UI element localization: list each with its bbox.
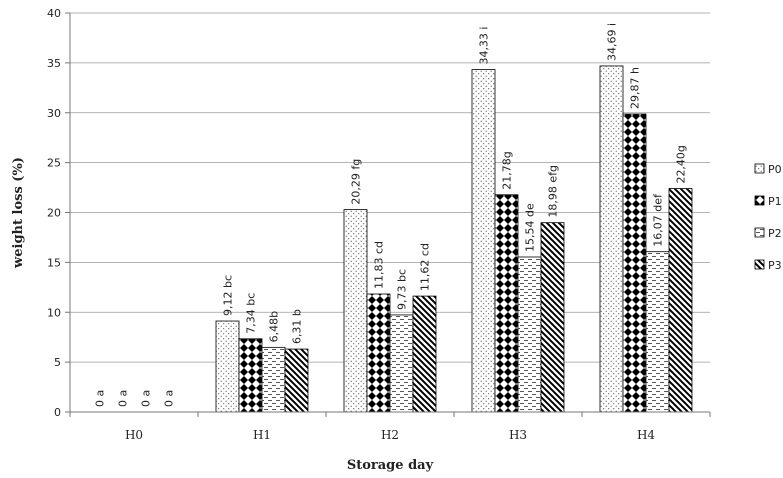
data-label: 6,48b <box>268 311 281 342</box>
bar-p3-h3 <box>540 222 565 413</box>
data-label: 6,31 b <box>291 309 304 344</box>
legend-swatch-p1 <box>754 195 765 206</box>
bar-p2-h2 <box>389 314 414 413</box>
x-tick-label: H0 <box>125 428 143 442</box>
bar-p3-h1 <box>284 348 309 413</box>
bar-p0-h2 <box>343 209 368 413</box>
y-tick-label: 0 <box>54 406 61 419</box>
legend-label: P2 <box>768 227 782 240</box>
data-label: 0 a <box>117 390 130 407</box>
y-tick-label: 20 <box>47 207 61 220</box>
data-label: 29,87 h <box>629 67 642 109</box>
legend-label: P3 <box>768 259 782 272</box>
y-tick-label: 10 <box>47 306 61 319</box>
legend-swatch-p2 <box>754 227 765 238</box>
y-tick-label: 15 <box>47 256 61 269</box>
x-tick-label: H3 <box>509 428 527 442</box>
data-label: 18,98 efg <box>547 165 560 218</box>
tick-labels: 0 5 10 15 20 25 30 35 40 H0 H1 H2 H3 H4 <box>47 7 711 442</box>
bar-p3-h4 <box>668 188 693 413</box>
bar-p1-h3 <box>494 194 519 413</box>
data-label: 0 a <box>94 390 107 407</box>
bar-p0-h4 <box>599 65 624 413</box>
y-axis-title: weight loss (%) <box>11 157 26 269</box>
data-label: 0 a <box>163 390 176 407</box>
data-label: 34,33 i <box>478 27 491 65</box>
x-axis-title: Storage day <box>347 458 434 473</box>
data-label: 11,83 cd <box>373 241 386 289</box>
legend-swatch-p0 <box>754 163 765 174</box>
bar-p2-h3 <box>517 256 542 413</box>
data-label: 34,69 i <box>606 23 619 61</box>
data-label: 20,29 fg <box>350 159 363 205</box>
bar-p1-h1 <box>238 338 263 413</box>
legend: P0 P1 P2 P3 <box>754 163 782 272</box>
y-tick-label: 35 <box>47 57 61 70</box>
data-label: 11,62 cd <box>419 243 432 291</box>
legend-label: P0 <box>768 163 782 176</box>
bar-p2-h1 <box>261 346 286 413</box>
bar-p2-h4 <box>645 251 670 413</box>
data-label: 15,54 de <box>524 203 537 252</box>
x-tick-label: H2 <box>381 428 399 442</box>
legend-label: P1 <box>768 195 782 208</box>
data-label: 7,34 bc <box>245 293 258 334</box>
data-label: 16,07 def <box>652 193 665 247</box>
bar-p1-h4 <box>622 113 647 413</box>
data-labels: 0 a 0 a 0 a 0 a 9,12 bc 7,34 bc 6,48b 6,31 b 20,… <box>94 23 688 407</box>
data-label: 22,40g <box>675 145 688 183</box>
bar-p0-h3 <box>471 69 496 413</box>
bar-p3-h2 <box>412 295 437 413</box>
bar-p0-h1 <box>215 320 240 413</box>
bar-p1-h2 <box>366 293 391 413</box>
y-tick-label: 40 <box>47 7 61 20</box>
gridlines <box>70 12 710 363</box>
x-tick-label: H4 <box>637 428 655 442</box>
data-label: 21,78g <box>501 151 514 189</box>
y-tick-label: 5 <box>54 356 61 369</box>
y-tick-label: 30 <box>47 107 61 120</box>
x-tick-label: H1 <box>253 428 271 442</box>
legend-swatch-p3 <box>754 259 765 270</box>
bars <box>215 65 693 413</box>
data-label: 0 a <box>140 390 153 407</box>
data-label: 9,12 bc <box>222 275 235 316</box>
data-label: 9,73 bc <box>396 269 409 310</box>
y-tick-label: 25 <box>47 157 61 170</box>
